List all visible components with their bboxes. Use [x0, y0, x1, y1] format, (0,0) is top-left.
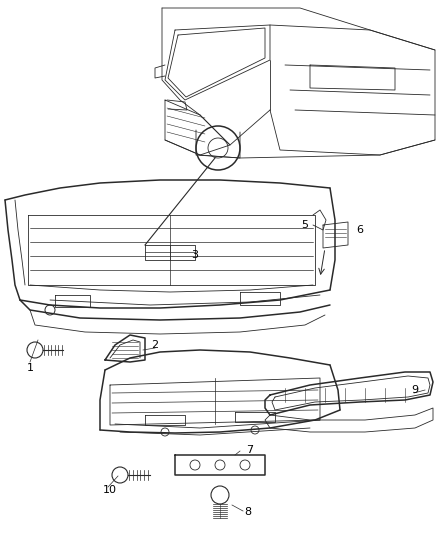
- Text: 2: 2: [152, 340, 159, 350]
- Text: 3: 3: [191, 250, 198, 260]
- Text: 9: 9: [411, 385, 419, 395]
- Text: 5: 5: [301, 220, 308, 230]
- Text: 8: 8: [244, 507, 251, 517]
- Text: 1: 1: [27, 363, 33, 373]
- Text: 6: 6: [357, 225, 364, 235]
- Text: 7: 7: [247, 445, 254, 455]
- Text: 10: 10: [103, 485, 117, 495]
